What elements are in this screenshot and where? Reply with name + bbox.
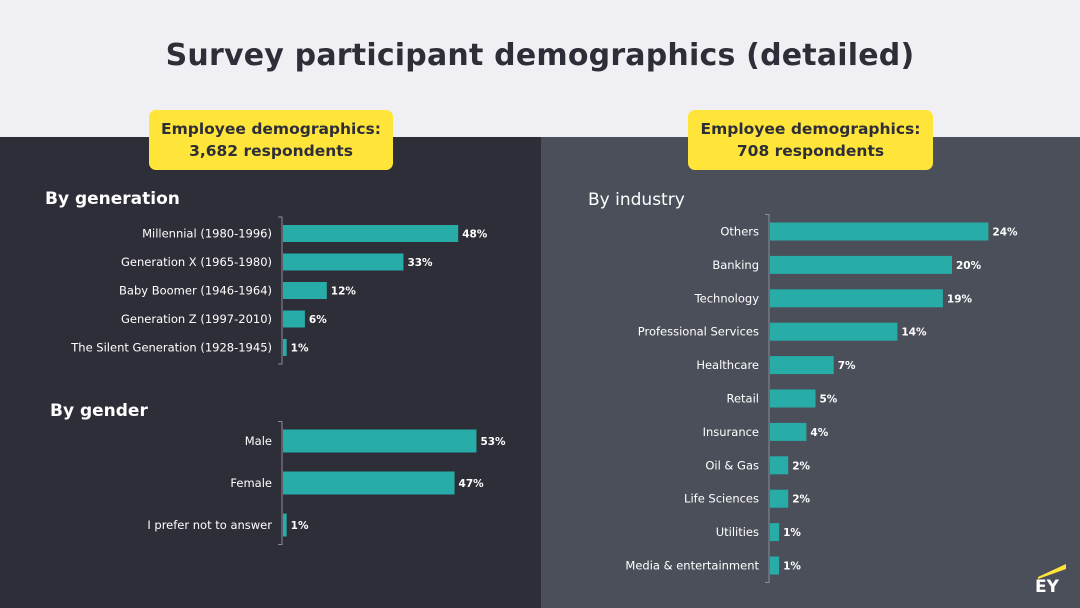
category-label-insurance: Insurance bbox=[703, 425, 759, 439]
category-label-others: Others bbox=[720, 225, 759, 239]
category-label-generation-z-1997-2010: Generation Z (1997-2010) bbox=[121, 312, 272, 326]
value-label-i-prefer-not-to-answer: 1% bbox=[291, 520, 309, 532]
bar-i-prefer-not-to-answer bbox=[283, 513, 287, 537]
category-label-retail: Retail bbox=[727, 392, 760, 406]
value-label-insurance: 4% bbox=[810, 427, 828, 439]
respondents-badge-left: Employee demographics: 3,682 respondents bbox=[149, 110, 393, 170]
value-label-generation-z-1997-2010: 6% bbox=[309, 314, 327, 326]
employee-demographics-left-panel bbox=[0, 137, 541, 608]
bar-female bbox=[283, 471, 455, 495]
category-label-i-prefer-not-to-answer: I prefer not to answer bbox=[147, 518, 272, 532]
category-label-the-silent-generation-1928-1945: The Silent Generation (1928-1945) bbox=[70, 341, 272, 355]
value-label-generation-x-1965-1980: 33% bbox=[407, 257, 433, 269]
bar-healthcare bbox=[770, 356, 834, 375]
bar-banking bbox=[770, 255, 952, 274]
value-label-utilities: 1% bbox=[783, 527, 801, 539]
category-label-baby-boomer-1946-1964: Baby Boomer (1946-1964) bbox=[119, 284, 272, 298]
value-label-media-entertainment: 1% bbox=[783, 561, 801, 573]
value-label-female: 47% bbox=[459, 478, 485, 490]
value-label-millennial-1980-1996: 48% bbox=[462, 229, 488, 241]
by-gender-title: By gender bbox=[50, 401, 148, 421]
value-label-professional-services: 14% bbox=[901, 327, 927, 339]
bar-male bbox=[283, 429, 477, 453]
category-label-banking: Banking bbox=[712, 258, 759, 272]
respondents-badge-right: Employee demographics: 708 respondents bbox=[688, 110, 933, 170]
bar-generation-x-1965-1980 bbox=[283, 253, 404, 271]
ey-logo-text: EY bbox=[1035, 577, 1060, 594]
generation-bar-chart: Millennial (1980-1996) 48% Generation X (1… bbox=[70, 216, 488, 365]
category-label-millennial-1980-1996: Millennial (1980-1996) bbox=[142, 227, 272, 241]
badge-left-line2: 3,682 respondents bbox=[189, 142, 353, 160]
bar-the-silent-generation-1928-1945 bbox=[283, 339, 287, 356]
bar-media-entertainment bbox=[770, 556, 780, 575]
bar-technology bbox=[770, 289, 943, 308]
by-industry-title: By industry bbox=[588, 190, 685, 210]
value-label-others: 24% bbox=[992, 227, 1018, 239]
category-label-media-entertainment: Media & entertainment bbox=[625, 559, 759, 573]
category-label-oil-gas: Oil & Gas bbox=[705, 458, 759, 472]
value-label-oil-gas: 2% bbox=[792, 460, 810, 472]
value-label-male: 53% bbox=[480, 436, 506, 448]
category-label-female: Female bbox=[230, 476, 272, 490]
bar-millennial-1980-1996 bbox=[283, 225, 459, 242]
badge-right-line2: 708 respondents bbox=[736, 142, 885, 160]
y-axis-line bbox=[278, 421, 283, 545]
bar-retail bbox=[770, 389, 816, 408]
page-title: Survey participant demographics (detaile… bbox=[165, 38, 915, 73]
category-label-generation-x-1965-1980: Generation X (1965-1980) bbox=[121, 255, 272, 269]
category-label-utilities: Utilities bbox=[716, 525, 759, 539]
value-label-retail: 5% bbox=[820, 394, 838, 406]
value-label-the-silent-generation-1928-1945: 1% bbox=[291, 343, 309, 355]
value-label-technology: 19% bbox=[947, 293, 973, 305]
bar-others bbox=[770, 222, 989, 241]
value-label-banking: 20% bbox=[956, 260, 982, 272]
category-label-healthcare: Healthcare bbox=[696, 358, 759, 372]
bar-baby-boomer-1946-1964 bbox=[283, 282, 327, 299]
badge-right-line1: Employee demographics: bbox=[700, 120, 921, 138]
bar-insurance bbox=[770, 422, 807, 441]
by-generation-title: By generation bbox=[45, 189, 180, 209]
category-label-life-sciences: Life Sciences bbox=[684, 492, 759, 506]
bar-professional-services bbox=[770, 322, 898, 341]
bar-utilities bbox=[770, 523, 780, 542]
gender-bar-chart: Male 53% Female 47% I prefer not to answer 1% bbox=[147, 421, 506, 545]
value-label-baby-boomer-1946-1964: 12% bbox=[331, 286, 357, 298]
ey-logo-icon: EY bbox=[1035, 564, 1066, 594]
y-axis-line bbox=[765, 214, 770, 583]
badge-left-line1: Employee demographics: bbox=[161, 120, 381, 138]
category-label-male: Male bbox=[245, 434, 272, 448]
y-axis-line bbox=[278, 216, 283, 365]
category-label-professional-services: Professional Services bbox=[638, 325, 759, 339]
bar-oil-gas bbox=[770, 456, 789, 475]
bar-life-sciences bbox=[770, 489, 789, 508]
bar-generation-z-1997-2010 bbox=[283, 310, 305, 328]
industry-bar-chart: Others 24% Banking 20% Technology 19% Professi… bbox=[625, 214, 1018, 583]
category-label-technology: Technology bbox=[694, 291, 760, 305]
value-label-healthcare: 7% bbox=[838, 360, 856, 372]
value-label-life-sciences: 2% bbox=[792, 494, 810, 506]
